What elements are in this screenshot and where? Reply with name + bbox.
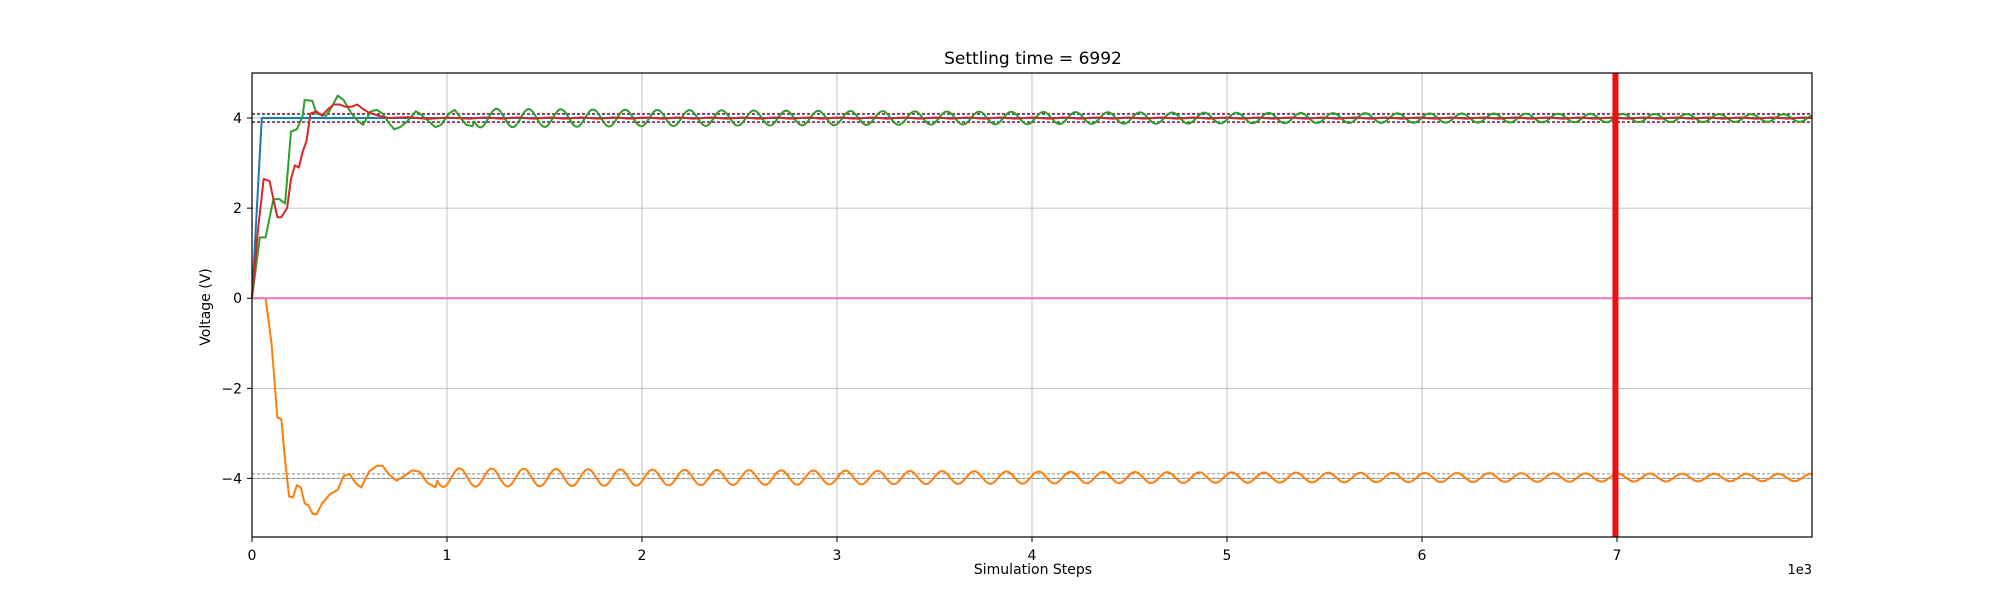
x-tick-label: 3 bbox=[833, 548, 842, 564]
y-axis-label: Voltage (V) bbox=[198, 268, 214, 345]
x-tick-label: 5 bbox=[1223, 548, 1232, 564]
series-line-2 bbox=[251, 103, 1813, 299]
x-tick-label: 4 bbox=[1028, 548, 1037, 564]
x-tick-label: 7 bbox=[1613, 548, 1622, 564]
x-tick-label: 6 bbox=[1418, 548, 1427, 564]
series-lines bbox=[251, 94, 1813, 516]
y-tick-label: 2 bbox=[233, 201, 242, 217]
series-line-1 bbox=[251, 94, 1813, 299]
series-line-3 bbox=[252, 297, 1813, 516]
y-tick-label: 0 bbox=[233, 291, 242, 307]
x-tick-label: 1 bbox=[443, 548, 452, 564]
grid-lines bbox=[251, 73, 1812, 537]
y-tick-label: 4 bbox=[233, 111, 242, 127]
chart-title: Settling time = 6992 bbox=[944, 49, 1122, 69]
x-axis-label: Simulation Steps bbox=[974, 562, 1092, 578]
y-tick-label: −4 bbox=[221, 471, 242, 487]
x-tick-label: 0 bbox=[248, 548, 257, 564]
x-axis-offset-label: 1e3 bbox=[1787, 563, 1812, 578]
x-tick-label: 2 bbox=[638, 548, 647, 564]
y-tick-label: −2 bbox=[221, 381, 242, 397]
axis-ticks: 0 1 2 3 4 5 6 7 −4 −2 0 2 4 bbox=[221, 111, 1621, 564]
